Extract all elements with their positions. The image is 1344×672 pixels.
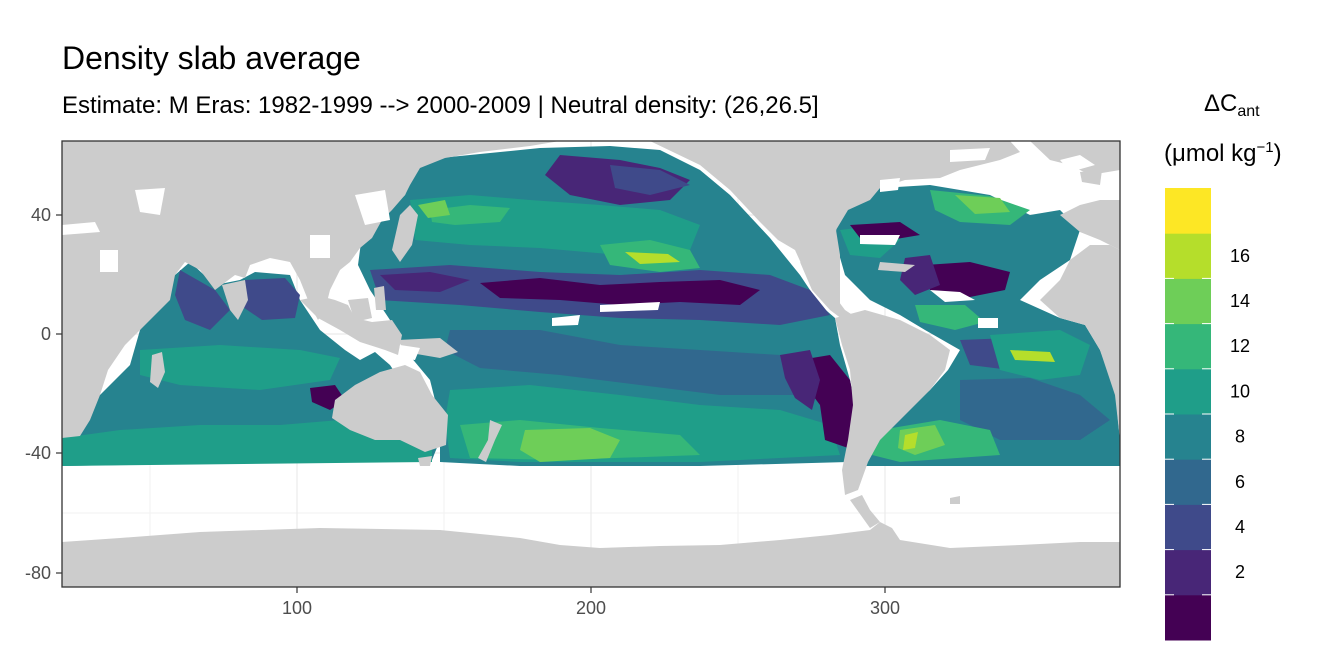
legend-color-bin: [1165, 549, 1211, 596]
land-cuba: [878, 262, 915, 272]
falklands-yellow: [903, 432, 918, 450]
y-tick-label: -80: [25, 563, 51, 583]
legend-color-bin: [1165, 323, 1211, 370]
atlantic-trop-green: [915, 305, 985, 330]
missing-africa-1: [100, 250, 118, 272]
land-borneo: [348, 298, 372, 322]
y-axis: 40 0 -40 -80: [25, 205, 62, 583]
land-antarctica: [62, 522, 1120, 587]
pacific-nw-bright: [418, 200, 450, 218]
land-new-zealand: [478, 420, 502, 462]
land-north-america: [560, 141, 1020, 312]
legend-color-bin: [1165, 459, 1211, 505]
land-iceland: [1080, 170, 1102, 185]
legend-title-symbol: ΔCant: [1204, 92, 1260, 120]
atlantic-yellow-streak: [1010, 350, 1055, 362]
x-tick-label: 300: [870, 598, 900, 618]
y-tick-label: 40: [31, 205, 51, 225]
land-philippines: [374, 286, 386, 310]
missing-equatorial-2: [600, 302, 660, 312]
missing-siberia-1: [135, 188, 165, 215]
land-japan: [392, 205, 418, 262]
missing-siberia-2: [355, 190, 390, 225]
land-south-georgia: [950, 496, 960, 504]
legend-unit-open: (μmol kg: [1164, 140, 1257, 167]
legend-break-label: 6: [1235, 472, 1245, 492]
legend-color-bin: [1165, 414, 1211, 460]
missing-caribbean: [930, 290, 975, 302]
missing-asia-1: [310, 235, 330, 258]
peru-chile-purple: [780, 350, 820, 410]
y-tick-label: -40: [25, 443, 51, 463]
land-madagascar: [150, 352, 165, 388]
land-tasmania: [418, 456, 432, 466]
legend-color-bin: [1165, 504, 1211, 551]
land-africa-east: [62, 141, 560, 438]
legend-subscript: ant: [1237, 103, 1260, 120]
legend-break-label: 8: [1235, 427, 1245, 447]
indian-south-band: [62, 420, 432, 466]
land-europe: [1060, 200, 1120, 250]
indian-mid: [140, 345, 340, 390]
land-india: [222, 280, 248, 320]
legend-break-label: 2: [1235, 562, 1245, 582]
missing-north-american-lakes: [950, 148, 990, 162]
legend-break-label: 10: [1230, 381, 1250, 401]
legend-color-bin: [1165, 188, 1211, 234]
atlantic-south-deep: [960, 378, 1110, 440]
x-tick-label: 200: [576, 598, 606, 618]
arabian-sea: [175, 270, 230, 330]
legend-color-bin: [1165, 233, 1211, 279]
y-tick-label: 0: [41, 324, 51, 344]
land-africa-west: [1040, 245, 1120, 440]
missing-north-atlantic: [860, 235, 900, 245]
legend-unit-sup: −1: [1256, 139, 1274, 156]
x-tick-label: 100: [282, 598, 312, 618]
missing-data: [62, 148, 1095, 360]
legend-break-label: 16: [1230, 246, 1250, 266]
pacific-yellow-streak: [625, 252, 680, 264]
atlantic-subtropical-dark: [925, 262, 1010, 298]
bay-of-bengal: [240, 278, 300, 320]
missing-europe-1: [62, 222, 100, 235]
missing-west-pacific: [398, 345, 420, 360]
legend-break-label: 14: [1230, 291, 1250, 311]
missing-arctic-1: [1060, 155, 1095, 172]
x-axis: 100 200 300: [282, 587, 900, 618]
chart-title: Density slab average: [62, 40, 361, 76]
legend-labels: 2 4 6 8 10 12 14 16: [1230, 246, 1250, 582]
legend-break-label: 4: [1235, 517, 1245, 537]
missing-equatorial-1: [552, 315, 580, 326]
legend-color-bin: [1165, 368, 1211, 415]
land-central-america: [800, 262, 860, 325]
missing-hudson: [880, 178, 900, 192]
pacific-north-dark: [610, 165, 690, 195]
legend-break-label: 12: [1230, 336, 1250, 356]
land-australia: [332, 365, 448, 452]
legend-color-bin: [1165, 278, 1211, 325]
map-panel: [61, 140, 1121, 588]
missing-atlantic-south-1: [978, 318, 998, 328]
chart-subtitle: Estimate: M Eras: 1982-1999 --> 2000-200…: [62, 92, 819, 119]
land-south-america: [835, 310, 950, 495]
legend-unit-close: ): [1273, 140, 1282, 167]
legend-title-unit: (μmol kg−1): [1164, 140, 1282, 166]
legend-colorbar: [1165, 188, 1211, 641]
atlantic-north-bright: [955, 195, 1010, 214]
pacific-equatorial-purple: [380, 272, 470, 292]
legend-color-bin: [1165, 594, 1211, 641]
pacific-south-mid: [445, 330, 820, 395]
land-antarctic-peninsula: [850, 495, 880, 528]
pacific-bright-patch: [520, 428, 620, 462]
pacific-equatorial-dark: [480, 278, 760, 305]
kuroshio-band: [430, 205, 510, 225]
land: [62, 141, 1120, 587]
land-se-asia: [300, 296, 402, 355]
legend-symbol: ΔC: [1204, 90, 1238, 117]
